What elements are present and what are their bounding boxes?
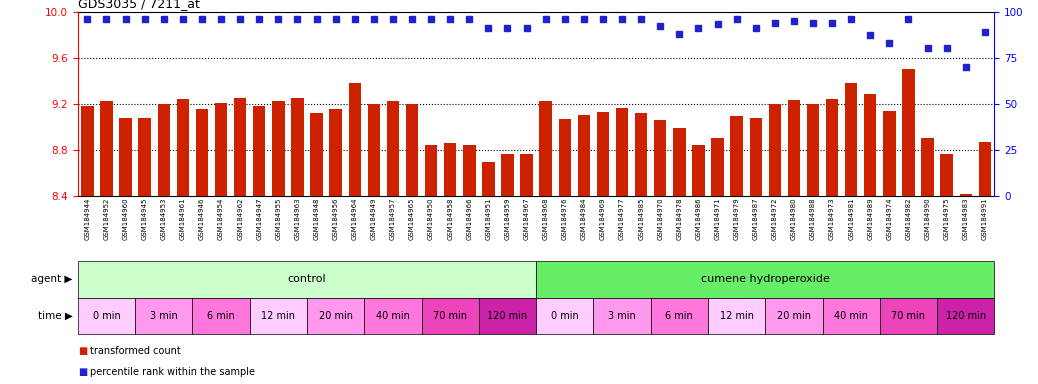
Text: GDS3035 / 7211_at: GDS3035 / 7211_at [78, 0, 199, 10]
Bar [138, 118, 151, 196]
Bar [78, 298, 135, 334]
Bar [483, 162, 494, 196]
Bar [673, 128, 685, 196]
Text: 0 min: 0 min [551, 311, 578, 321]
Text: 40 min: 40 min [376, 311, 410, 321]
Bar [902, 69, 914, 196]
Bar [367, 104, 380, 196]
Bar [520, 154, 532, 196]
Text: agent ▶: agent ▶ [31, 274, 73, 285]
Bar [81, 106, 93, 196]
Bar [250, 298, 307, 334]
Bar [135, 298, 192, 334]
Bar [711, 138, 723, 196]
Bar [826, 99, 839, 196]
Bar [406, 104, 418, 196]
Bar [922, 138, 934, 196]
Bar [651, 298, 708, 334]
Bar [765, 298, 822, 334]
Bar [654, 120, 666, 196]
Bar [845, 83, 857, 196]
Bar [536, 261, 994, 298]
Bar [176, 99, 189, 196]
Text: transformed count: transformed count [90, 346, 181, 356]
Bar [119, 118, 132, 196]
Bar [158, 104, 170, 196]
Text: 6 min: 6 min [665, 311, 693, 321]
Bar [616, 108, 628, 196]
Text: control: control [288, 274, 326, 285]
Bar [501, 154, 514, 196]
Bar [536, 298, 594, 334]
Bar [937, 298, 994, 334]
Text: 120 min: 120 min [946, 311, 986, 321]
Bar [215, 103, 227, 196]
Text: 12 min: 12 min [262, 311, 296, 321]
Bar [880, 298, 937, 334]
Text: 20 min: 20 min [319, 311, 353, 321]
Bar [192, 298, 250, 334]
Bar [940, 154, 953, 196]
Bar [444, 143, 457, 196]
Bar [578, 115, 590, 196]
Bar [387, 101, 400, 196]
Text: 3 min: 3 min [149, 311, 177, 321]
Bar [101, 101, 113, 196]
Bar [196, 109, 209, 196]
Text: percentile rank within the sample: percentile rank within the sample [90, 367, 255, 377]
Bar [822, 298, 880, 334]
Bar [558, 119, 571, 196]
Bar [78, 261, 536, 298]
Bar [253, 106, 266, 196]
Text: 70 min: 70 min [433, 311, 467, 321]
Bar [731, 116, 743, 196]
Text: ■: ■ [78, 367, 87, 377]
Bar [594, 298, 651, 334]
Bar [292, 98, 304, 196]
Bar [421, 298, 479, 334]
Bar [307, 298, 364, 334]
Bar [959, 194, 972, 196]
Bar [463, 145, 475, 196]
Bar [597, 112, 609, 196]
Bar [807, 104, 819, 196]
Text: 20 min: 20 min [776, 311, 811, 321]
Text: time ▶: time ▶ [37, 311, 73, 321]
Text: 0 min: 0 min [92, 311, 120, 321]
Bar [540, 101, 552, 196]
Bar [749, 118, 762, 196]
Text: 12 min: 12 min [719, 311, 754, 321]
Bar [349, 83, 361, 196]
Bar [310, 113, 323, 196]
Text: 3 min: 3 min [608, 311, 636, 321]
Text: 70 min: 70 min [892, 311, 926, 321]
Bar [768, 104, 781, 196]
Bar [864, 94, 876, 196]
Bar [425, 145, 437, 196]
Bar [479, 298, 536, 334]
Bar [234, 98, 246, 196]
Bar [883, 111, 896, 196]
Text: ■: ■ [78, 346, 87, 356]
Text: 120 min: 120 min [488, 311, 527, 321]
Bar [329, 109, 342, 196]
Bar [635, 113, 648, 196]
Bar [364, 298, 421, 334]
Bar [272, 101, 284, 196]
Bar [692, 145, 705, 196]
Bar [708, 298, 765, 334]
Text: 40 min: 40 min [835, 311, 868, 321]
Bar [979, 142, 991, 196]
Bar [788, 100, 800, 196]
Text: cumene hydroperoxide: cumene hydroperoxide [701, 274, 829, 285]
Text: 6 min: 6 min [208, 311, 235, 321]
